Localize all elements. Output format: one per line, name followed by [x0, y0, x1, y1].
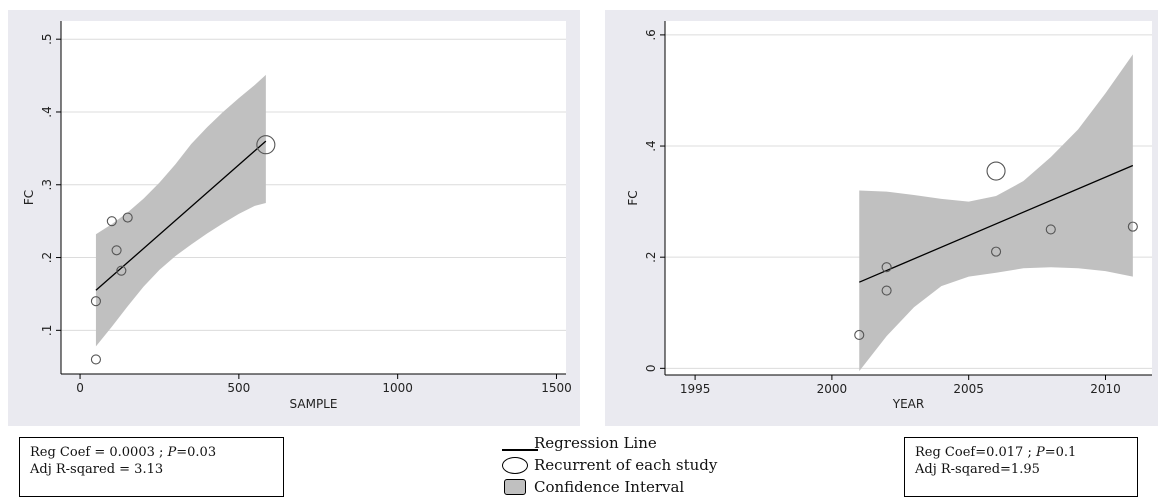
- data-point: [1045, 224, 1056, 235]
- x-axis-title: SAMPLE: [290, 397, 338, 411]
- x-axis-title: YEAR: [892, 397, 924, 411]
- legend-item-regression-line: Regression Line: [496, 432, 657, 454]
- data-point: [106, 216, 117, 227]
- regression-line: [858, 164, 1134, 283]
- x-tick-label: 1000: [382, 381, 413, 395]
- x-tick-label: 500: [227, 381, 250, 395]
- y-tick-label: .3: [40, 179, 54, 190]
- stats-left-line1: Reg Coef = 0.0003 ; P=0.03: [30, 445, 217, 460]
- y-tick-label: .1: [40, 325, 54, 336]
- y-tick-label: .6: [644, 29, 658, 40]
- data-point: [881, 285, 892, 296]
- legend: Regression Line Recurrent of each study …: [496, 432, 756, 504]
- y-tick-label: .2: [644, 251, 658, 262]
- regression-line: [95, 140, 267, 291]
- stats-box-left: Reg Coef = 0.0003 ; P=0.03 Adj R-sqared …: [19, 437, 284, 497]
- data-point: [986, 161, 1006, 181]
- chart-fc-vs-sample: 0 500 1000 1500 .1 .2 .3 .4 .5 SAMPLE FC: [8, 10, 580, 426]
- stats-right-line2: Adj R-sqared=1.95: [915, 462, 1040, 477]
- x-tick-label: 1500: [541, 381, 572, 395]
- legend-item-study-circle: Recurrent of each study: [496, 454, 717, 476]
- regression-line-icon: [496, 432, 538, 454]
- x-tick-label: 2000: [817, 382, 848, 396]
- x-tick-label: 0: [76, 381, 84, 395]
- x-tick-label: 1995: [680, 382, 711, 396]
- legend-item-confidence-interval: Confidence Interval: [496, 476, 684, 498]
- legend-label-confidence-interval: Confidence Interval: [534, 478, 685, 496]
- y-tick-label: .4: [644, 140, 658, 151]
- x-tick-label: 2005: [953, 382, 984, 396]
- y-axis-title: FC: [626, 190, 640, 205]
- shaded-box-icon: [496, 476, 534, 498]
- data-point: [122, 212, 133, 223]
- data-point: [111, 245, 122, 256]
- y-axis-title: FC: [22, 190, 36, 205]
- stats-left-line2: Adj R-sqared = 3.13: [30, 462, 164, 477]
- x-tick-label: 2010: [1090, 382, 1121, 396]
- data-point: [90, 296, 101, 307]
- data-point: [90, 354, 101, 365]
- data-point: [991, 246, 1002, 257]
- plot-area: [61, 21, 566, 374]
- data-point: [116, 265, 127, 276]
- chart-fc-vs-year: 1995 2000 2005 2010 0 .2 .4 .6 YEAR FC: [605, 10, 1158, 426]
- legend-label-study-circle: Recurrent of each study: [534, 456, 718, 474]
- legend-label-regression-line: Regression Line: [534, 434, 657, 452]
- data-point: [256, 135, 276, 155]
- data-point: [881, 262, 892, 273]
- stats-right-line1: Reg Coef=0.017 ; P=0.1: [915, 445, 1077, 460]
- y-tick-label: .5: [40, 33, 54, 44]
- stats-box-right: Reg Coef=0.017 ; P=0.1 Adj R-sqared=1.95: [904, 437, 1138, 497]
- confidence-band: [95, 74, 266, 347]
- y-tick-label: .2: [40, 252, 54, 263]
- data-point: [1127, 221, 1138, 232]
- circle-icon: [496, 454, 534, 476]
- y-tick-label: 0: [644, 365, 658, 373]
- data-point: [854, 329, 865, 341]
- confidence-band: [859, 54, 1133, 372]
- y-tick-label: .4: [40, 106, 54, 117]
